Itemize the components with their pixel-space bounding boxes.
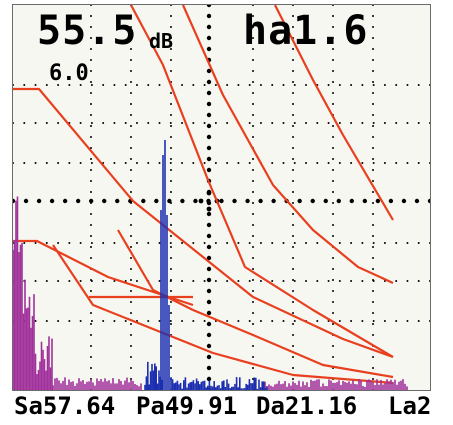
- gain-unit: dB: [149, 31, 173, 51]
- dac-curve-1: [13, 89, 393, 357]
- depth-readout: Da21.16: [256, 393, 357, 419]
- dac-curve-6: [118, 230, 393, 377]
- grid-vline: [372, 5, 374, 390]
- center-cross-dot: [199, 199, 204, 204]
- status-bar: Sa57.64 Pa49.91 Da21.16 La2: [12, 392, 429, 422]
- a-scan-screen: 55.5 dB ha1.6 6.0: [12, 4, 431, 391]
- height-readout: ha1.6: [243, 11, 368, 51]
- center-cross-dot: [207, 207, 212, 212]
- grid-hline: [13, 162, 430, 164]
- center-cross-dot: [207, 191, 212, 196]
- grid-hline: [13, 242, 430, 244]
- gain-step-value: 6.0: [49, 63, 89, 85]
- grid-vline: [292, 5, 294, 390]
- dac-curve-7: [53, 245, 393, 383]
- sound-path-readout: Sa57.64: [14, 393, 115, 419]
- projection-distance-readout: Pa49.91: [136, 393, 237, 419]
- grid-vline: [170, 5, 172, 390]
- grid-vline: [332, 5, 334, 390]
- line-readout: La2: [388, 393, 431, 419]
- grid-vline: [90, 5, 92, 390]
- grid-vline: [252, 5, 254, 390]
- grid-hline: [13, 122, 430, 124]
- gain-value: 55.5: [37, 11, 137, 51]
- grid-center-hline: [13, 199, 430, 203]
